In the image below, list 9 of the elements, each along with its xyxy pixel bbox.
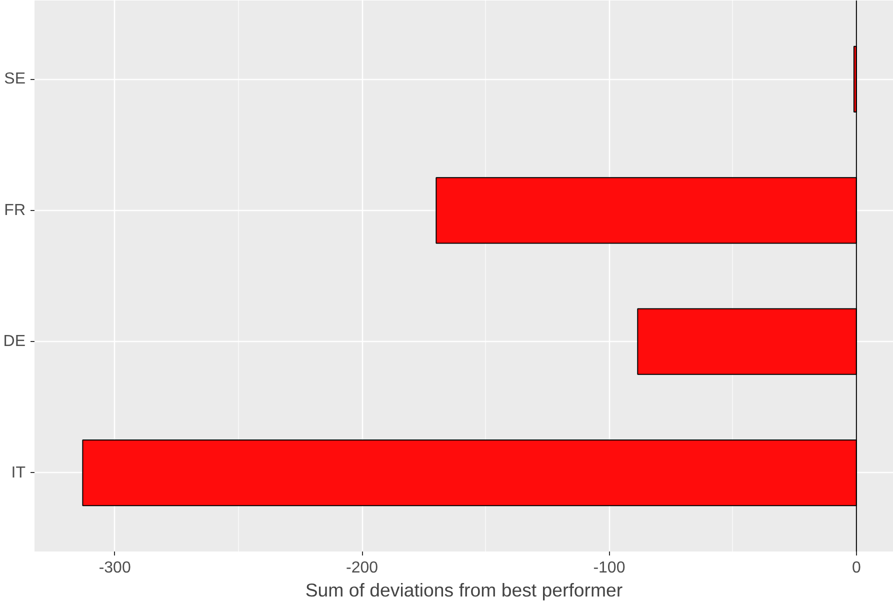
y-tick-label: FR: [4, 202, 26, 219]
x-tick-label: -200: [346, 560, 378, 576]
x-tick-label: -100: [593, 560, 626, 576]
x-tick-label: -300: [98, 560, 131, 576]
x-axis-title: Sum of deviations from best performer: [305, 580, 623, 600]
y-tick-label: DE: [3, 333, 26, 350]
x-tick-label: 0: [852, 560, 861, 576]
y-tick-label: IT: [11, 464, 26, 482]
y-tick-label: SE: [4, 70, 26, 88]
